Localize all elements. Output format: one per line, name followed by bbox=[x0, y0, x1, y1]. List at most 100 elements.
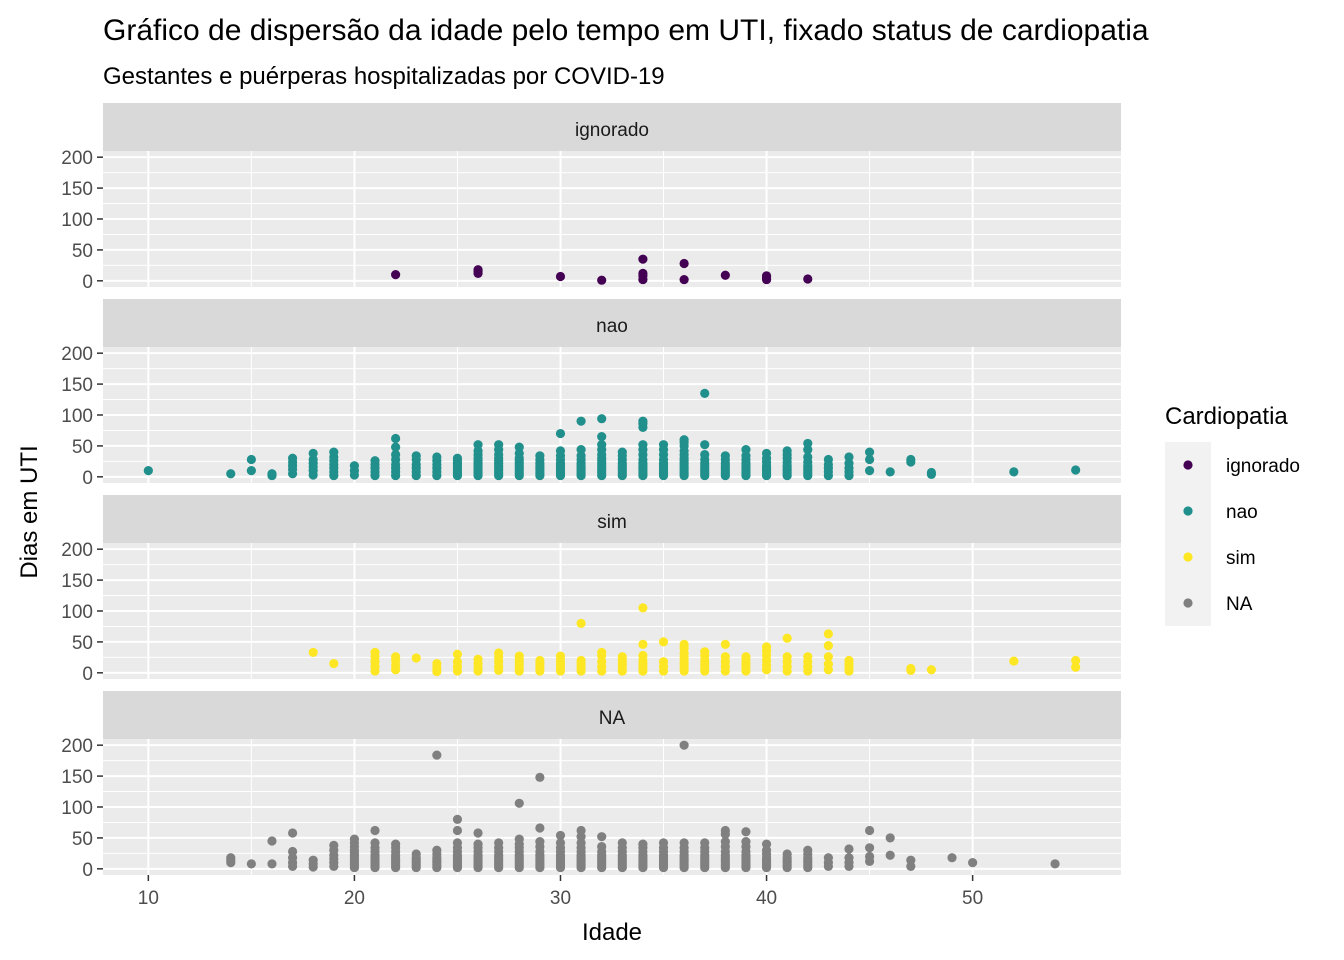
legend-key-background bbox=[1165, 442, 1211, 626]
data-point bbox=[391, 652, 401, 662]
data-point bbox=[679, 838, 689, 848]
data-point bbox=[370, 838, 380, 848]
data-point bbox=[452, 838, 463, 848]
legend-key-dot bbox=[1183, 506, 1193, 516]
legend: Cardiopatia ignorado nao sim NA bbox=[1165, 403, 1300, 626]
data-point bbox=[679, 639, 689, 649]
data-point bbox=[535, 823, 545, 833]
data-point bbox=[803, 652, 813, 662]
y-tick-label: 150 bbox=[61, 375, 93, 396]
y-tick-label: 50 bbox=[72, 241, 93, 262]
data-point bbox=[741, 837, 751, 847]
data-point bbox=[741, 652, 751, 662]
x-tick-label: 20 bbox=[344, 888, 365, 909]
x-axis: 10 20 30 40 50 bbox=[138, 875, 983, 909]
data-point bbox=[844, 853, 854, 863]
data-point bbox=[1009, 656, 1019, 666]
data-point bbox=[370, 456, 380, 466]
data-point bbox=[246, 466, 256, 476]
data-point bbox=[329, 840, 339, 850]
data-point bbox=[267, 469, 277, 479]
data-point bbox=[308, 647, 318, 658]
data-point bbox=[638, 603, 648, 613]
chart-title: Gráfico de dispersão da idade pelo tempo… bbox=[103, 14, 1149, 47]
data-point bbox=[761, 448, 772, 458]
legend-entry-label: nao bbox=[1226, 502, 1258, 523]
facet-strip-label: sim bbox=[597, 512, 627, 533]
data-point bbox=[720, 837, 730, 847]
y-tick-label: 150 bbox=[61, 767, 93, 788]
data-point bbox=[597, 432, 607, 442]
legend-entry-na: NA bbox=[1183, 594, 1253, 615]
facet-strip bbox=[103, 495, 1121, 543]
data-point bbox=[576, 445, 586, 455]
data-point bbox=[597, 832, 607, 842]
data-point bbox=[638, 254, 648, 264]
data-point bbox=[823, 641, 833, 651]
data-point bbox=[329, 447, 339, 457]
y-axis-title: Dias em UTI bbox=[16, 445, 43, 578]
y-tick-label: 200 bbox=[61, 344, 93, 365]
data-point bbox=[1050, 859, 1060, 869]
data-point bbox=[906, 663, 916, 674]
data-point bbox=[679, 274, 689, 285]
data-point bbox=[391, 433, 401, 444]
data-point bbox=[555, 428, 566, 439]
data-point bbox=[555, 838, 566, 848]
data-point bbox=[514, 651, 524, 661]
data-point bbox=[535, 772, 545, 782]
data-point bbox=[638, 839, 648, 849]
data-point bbox=[803, 452, 813, 462]
data-point bbox=[823, 629, 833, 639]
data-point bbox=[535, 655, 545, 666]
data-point bbox=[864, 454, 875, 465]
data-point bbox=[1071, 655, 1081, 666]
data-point bbox=[844, 452, 854, 462]
data-point bbox=[411, 451, 421, 461]
data-point bbox=[452, 825, 463, 836]
data-point bbox=[267, 836, 277, 846]
data-point bbox=[329, 658, 339, 669]
data-point bbox=[494, 440, 504, 450]
y-tick-label: 50 bbox=[72, 829, 93, 850]
data-point bbox=[391, 839, 401, 849]
data-point bbox=[473, 265, 483, 275]
x-tick-label: 50 bbox=[962, 888, 983, 909]
points-nao bbox=[143, 388, 1081, 481]
facet-panels: ignorado 0 50 100 150 200 nao 0 50 100 150 200 sim 0 5… bbox=[61, 103, 1121, 881]
data-point bbox=[885, 850, 895, 860]
facet-strip-label: nao bbox=[596, 316, 628, 337]
data-point bbox=[308, 448, 318, 458]
data-point bbox=[617, 447, 627, 457]
data-point bbox=[782, 633, 792, 643]
data-point bbox=[700, 440, 710, 450]
facet-panel-nao: nao 0 50 100 150 200 bbox=[61, 299, 1121, 489]
data-point bbox=[679, 435, 689, 445]
data-point bbox=[864, 825, 875, 836]
y-tick-label: 150 bbox=[61, 571, 93, 592]
x-tick-label: 30 bbox=[550, 888, 571, 909]
facet-strip-label: NA bbox=[599, 708, 626, 729]
facet-panel-na: NA 0 50 100 150 200 bbox=[61, 691, 1121, 881]
data-point bbox=[658, 440, 669, 450]
y-tick-label: 50 bbox=[72, 437, 93, 458]
data-point bbox=[638, 416, 648, 426]
data-point bbox=[287, 828, 298, 838]
facet-strip-label: ignorado bbox=[575, 120, 649, 141]
data-point bbox=[700, 388, 710, 398]
data-point bbox=[514, 834, 524, 844]
data-point bbox=[926, 467, 937, 478]
data-point bbox=[700, 449, 710, 460]
data-point bbox=[597, 440, 607, 450]
data-point bbox=[246, 859, 256, 869]
data-point bbox=[823, 454, 833, 465]
data-point bbox=[576, 416, 586, 426]
data-point bbox=[143, 466, 153, 476]
data-point bbox=[720, 270, 730, 280]
data-point bbox=[473, 828, 483, 838]
data-point bbox=[885, 467, 895, 477]
data-point bbox=[1071, 465, 1081, 475]
facet-strip bbox=[103, 299, 1121, 347]
data-point bbox=[267, 859, 277, 869]
y-tick-label: 100 bbox=[61, 210, 93, 231]
